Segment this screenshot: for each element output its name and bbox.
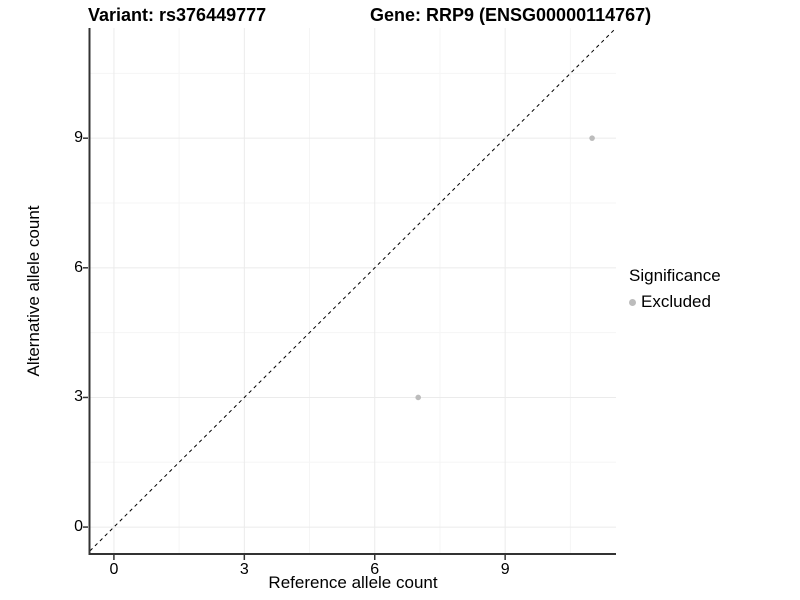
- y-axis-label: Alternative allele count: [24, 205, 43, 377]
- x-axis-label: Reference allele count: [268, 573, 438, 592]
- identity-line: [89, 27, 617, 552]
- legend: Significance Excluded: [629, 266, 721, 312]
- legend-item-label: Excluded: [641, 292, 711, 311]
- minor-gridlines: [90, 28, 616, 553]
- y-tick-label: 6: [74, 258, 83, 276]
- x-tick-label: 9: [500, 561, 510, 578]
- data-points: [415, 135, 595, 401]
- plot-title-gene: Gene: RRP9 (ENSG00000114767): [370, 5, 652, 25]
- legend-item-excluded: Excluded: [629, 292, 721, 312]
- data-point: [415, 394, 422, 401]
- x-tick-label: 6: [370, 561, 380, 578]
- legend-key-dot: [629, 298, 636, 306]
- plot-title-variant: Variant: rs376449777: [88, 5, 267, 25]
- x-tick-label: 0: [109, 561, 119, 578]
- axis-lines: [88, 28, 616, 555]
- legend-title: Significance: [629, 266, 721, 285]
- major-gridlines: [90, 28, 616, 553]
- data-point: [589, 135, 595, 141]
- y-tick-label: 9: [74, 129, 83, 147]
- y-tick-label: 3: [74, 388, 83, 406]
- x-tick-label: 3: [239, 561, 249, 578]
- identity-dashed-line: [89, 27, 617, 552]
- axis-tick-marks: [83, 137, 506, 560]
- y-tick-label: 0: [74, 518, 83, 536]
